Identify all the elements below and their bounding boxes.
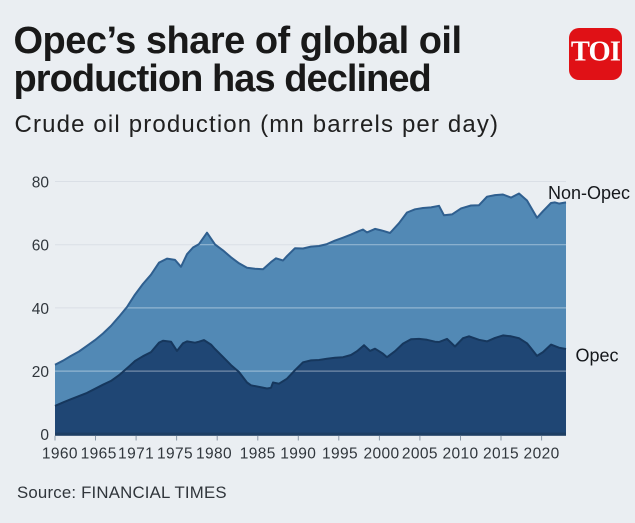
svg-text:1995: 1995 [322,446,358,463]
svg-text:40: 40 [32,301,50,318]
svg-text:1990: 1990 [280,446,316,463]
svg-text:80: 80 [32,174,50,191]
svg-text:1985: 1985 [240,446,276,463]
svg-text:1971: 1971 [118,446,154,463]
svg-text:2010: 2010 [442,446,478,463]
svg-text:Non-Opec: Non-Opec [548,183,630,203]
svg-text:2015: 2015 [483,446,519,463]
svg-text:1980: 1980 [196,446,232,463]
svg-text:2000: 2000 [363,446,399,463]
svg-text:Opec: Opec [576,346,619,366]
svg-text:60: 60 [32,238,50,255]
svg-text:1975: 1975 [157,446,193,463]
svg-text:2020: 2020 [524,446,560,463]
svg-text:20: 20 [32,364,50,381]
svg-text:1960: 1960 [42,446,78,463]
svg-text:1965: 1965 [81,446,117,463]
svg-text:2005: 2005 [402,446,438,463]
svg-text:0: 0 [40,427,49,444]
